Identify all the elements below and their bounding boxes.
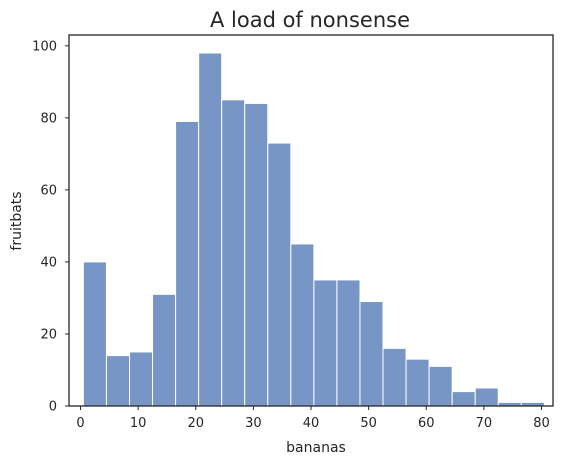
x-axis-label: bananas [286,440,346,456]
x-tick-label: 60 [418,416,435,431]
histogram-bar [105,355,130,407]
histogram-bar [313,279,338,407]
y-tick-label: 0 [49,400,57,415]
histogram-bar [451,391,476,407]
chart-title: A load of nonsense [210,8,410,32]
histogram-bar [290,243,315,407]
histogram-bar [405,358,430,407]
bars-group [82,52,545,407]
x-tick-label: 40 [303,416,320,431]
x-axis-ticks: 0 10 20 30 40 50 60 70 80 [76,406,550,431]
x-tick-label: 0 [76,416,84,431]
y-tick-label: 100 [32,39,57,54]
y-tick-label: 40 [40,255,57,270]
histogram-bar [382,347,407,407]
histogram-bar [359,301,384,407]
histogram-bar [244,102,269,407]
y-tick-label: 80 [40,111,57,126]
histogram-bar [221,99,246,407]
histogram-bar [336,279,361,407]
histogram-bar [152,293,177,407]
x-tick-label: 50 [360,416,377,431]
x-tick-label: 30 [245,416,262,431]
histogram-bar [428,365,453,407]
histogram-bar [82,261,107,407]
y-tick-label: 20 [40,327,57,342]
y-axis-label: fruitbats [9,191,25,250]
x-tick-label: 10 [130,416,147,431]
histogram-bar [267,142,292,407]
y-tick-label: 60 [40,183,57,198]
histogram-bar [129,351,154,407]
histogram-bar [175,120,200,407]
y-axis-ticks: 0 20 40 60 80 100 [32,39,69,415]
histogram-bar [474,387,499,407]
x-tick-label: 80 [533,416,550,431]
histogram-bar [198,52,223,407]
x-tick-label: 20 [187,416,204,431]
x-tick-label: 70 [476,416,493,431]
